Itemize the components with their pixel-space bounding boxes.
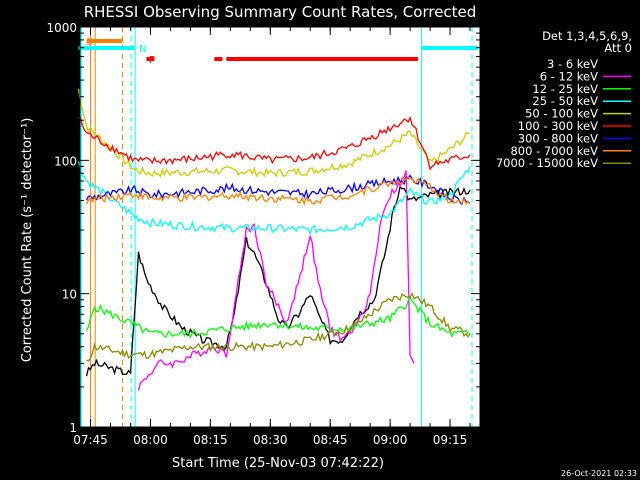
series-line-6 xyxy=(85,174,471,206)
plot-area xyxy=(80,27,480,427)
axis-ticks: 07:45 08:00 08:15 08:30 08:45 09:00 09:15 1 10 10… xyxy=(46,21,480,447)
legend-label-4: 50 - 100 keV xyxy=(525,107,598,121)
x-tick-label-2: 08:15 xyxy=(193,433,228,447)
legend-label-3: 25 - 50 keV xyxy=(532,94,598,108)
legend-label-1: 6 - 12 keV xyxy=(540,69,598,83)
legend-label-2: 12 - 25 keV xyxy=(532,82,598,96)
y-axis-label: Corrected Count Rate (s⁻¹ detector⁻¹) xyxy=(20,118,35,363)
status-bars: SNF xyxy=(78,37,479,66)
x-tick-label-3: 08:30 xyxy=(253,433,288,447)
series-line-3 xyxy=(77,161,471,236)
vertical-markers xyxy=(80,27,473,427)
x-tick-label-0: 07:45 xyxy=(73,433,108,447)
x-tick-label-6: 09:15 xyxy=(433,433,468,447)
status-bar-f-1 xyxy=(214,57,223,61)
x-tick-label-4: 08:45 xyxy=(313,433,348,447)
y-tick-label-2: 100 xyxy=(54,154,77,168)
status-bar-f-0 xyxy=(146,57,155,61)
x-tick-label-5: 09:00 xyxy=(373,433,408,447)
x-tick-label-1: 08:00 xyxy=(133,433,168,447)
y-tick-label-1: 10 xyxy=(62,288,77,302)
x-axis-label: Start Time (25-Nov-03 07:42:22) xyxy=(172,456,384,471)
legend-label-5: 100 - 300 keV xyxy=(518,119,598,133)
svg-text:Corrected Count Rate (s⁻¹ dete: Corrected Count Rate (s⁻¹ detector⁻¹) xyxy=(20,118,35,363)
y-tick-label-3: 1000 xyxy=(46,21,77,35)
series-line-4 xyxy=(77,88,471,178)
series-lines xyxy=(77,88,471,391)
series-line-1 xyxy=(137,170,415,391)
series-line-8 xyxy=(86,291,471,362)
status-bar-s-0 xyxy=(86,39,123,43)
series-line-2 xyxy=(85,295,471,339)
status-flag-n: N xyxy=(139,44,146,55)
status-bar-n-0 xyxy=(78,46,135,50)
legend-label-8: 7000 - 15000 keV xyxy=(496,156,598,170)
status-bar-n-1 xyxy=(422,46,479,50)
legend-label-7: 800 - 7000 keV xyxy=(510,144,598,158)
chart-title: RHESSI Observing Summary Count Rates, Co… xyxy=(84,3,477,21)
legend-label-6: 300 - 800 keV xyxy=(518,131,598,145)
legend-label-0: 3 - 6 keV xyxy=(547,57,598,71)
plot-border xyxy=(79,26,481,428)
status-bar-f-2 xyxy=(226,57,419,61)
series-line-7 xyxy=(85,175,471,207)
footer-timestamp: 26-Oct-2021 02:33 xyxy=(561,469,637,478)
legend-header-line-2: Att 0 xyxy=(604,41,632,55)
y-tick-label-0: 1 xyxy=(69,421,77,435)
legend-header-line-1: Det 1,3,4,5,6,9, xyxy=(542,29,632,43)
plot-frame xyxy=(79,26,481,428)
series-line-5 xyxy=(78,116,471,171)
plot-background xyxy=(80,27,480,427)
